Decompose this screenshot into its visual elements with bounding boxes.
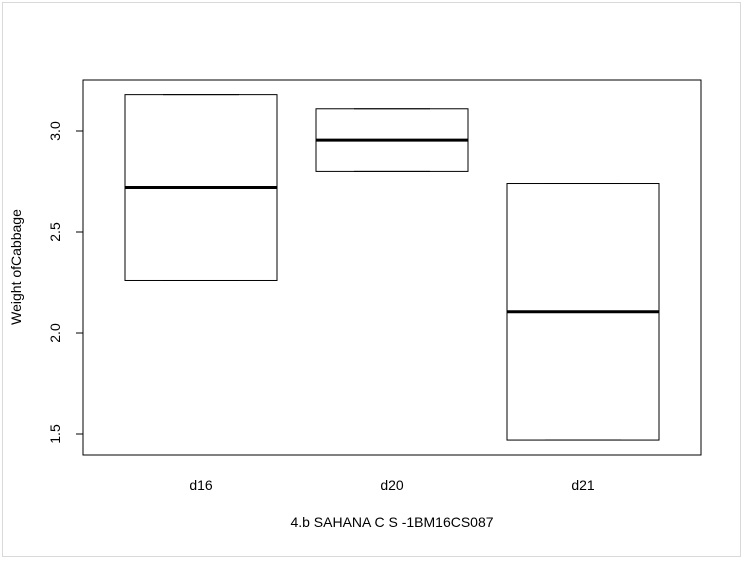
y-tick-label-2.0: 2.0: [47, 323, 63, 343]
x-tick-label-d21: d21: [571, 477, 595, 493]
plot-area-border: [82, 79, 702, 456]
y-tick-label-1.5: 1.5: [47, 424, 63, 444]
y-axis-label: Weight ofCabbage: [8, 209, 24, 325]
y-tick-label-2.5: 2.5: [47, 222, 63, 242]
boxes-group: [124, 94, 660, 441]
y-tick-label-3.0: 3.0: [47, 121, 63, 141]
y-axis: 1.5 2.0 2.5 3.0: [47, 121, 84, 444]
x-tick-label-d16: d16: [189, 477, 213, 493]
x-tick-label-d20: d20: [380, 477, 404, 493]
x-axis-label: 4.b SAHANA C S -1BM16CS087: [290, 514, 493, 530]
x-axis: d16 d20 d21: [189, 477, 595, 493]
